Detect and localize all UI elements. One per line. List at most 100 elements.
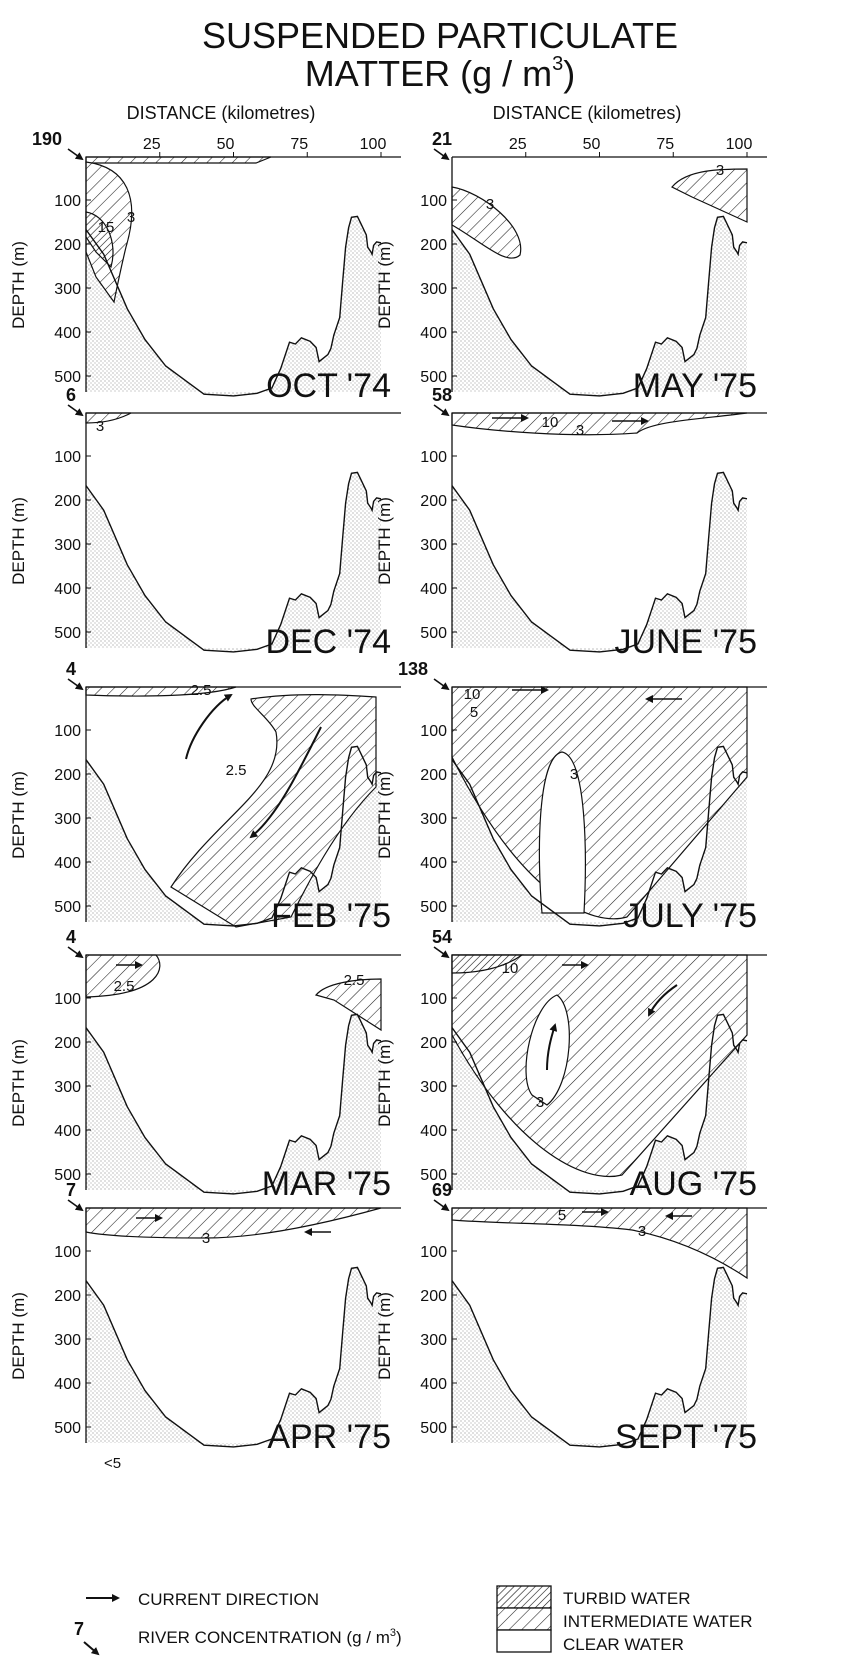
river-arrow-icon bbox=[83, 1641, 100, 1656]
month-label: AUG '75 bbox=[630, 1165, 757, 1203]
panel-oct: 3 15 190 OCT '74 100 200 300 400 500 DEPTH (m) DIS… bbox=[9, 103, 401, 405]
depth-tick: 100 bbox=[420, 449, 447, 466]
depth-axis-label: DEPTH (m) bbox=[375, 241, 394, 329]
depth-tick: 400 bbox=[54, 1376, 81, 1393]
seabed-fill bbox=[452, 216, 747, 396]
distance-axis-label: DISTANCE (kilometres) bbox=[493, 103, 682, 123]
distance-tick: 50 bbox=[583, 136, 601, 153]
depth-tick: 500 bbox=[54, 625, 81, 642]
river-concentration: 58 bbox=[432, 385, 452, 405]
depth-tick: 300 bbox=[54, 537, 81, 554]
seabed-fill bbox=[452, 746, 747, 926]
depth-tick: 200 bbox=[420, 493, 447, 510]
contour-label: 15 bbox=[98, 219, 115, 236]
depth-axis-label: DEPTH (m) bbox=[375, 771, 394, 859]
seabed-line bbox=[451, 471, 748, 653]
depth-tick: 100 bbox=[54, 723, 81, 740]
depth-tick: 200 bbox=[54, 493, 81, 510]
contour-label: 2.5 bbox=[344, 972, 365, 989]
month-label: JULY '75 bbox=[623, 897, 757, 935]
depth-tick: 500 bbox=[420, 369, 447, 386]
legend-clear: CLEAR WATER bbox=[563, 1635, 684, 1654]
depth-tick: 300 bbox=[420, 811, 447, 828]
distance-tick: 25 bbox=[143, 136, 161, 153]
contour-label: 3 bbox=[570, 766, 578, 783]
river-concentration: 54 bbox=[432, 927, 452, 947]
month-label: FEB '75 bbox=[271, 897, 391, 935]
seabed-line bbox=[451, 1266, 748, 1448]
depth-axis-label: DEPTH (m) bbox=[375, 497, 394, 585]
depth-axis-label: DEPTH (m) bbox=[375, 1039, 394, 1127]
depth-tick: 500 bbox=[54, 369, 81, 386]
month-label: MAY '75 bbox=[633, 367, 757, 405]
seabed-line bbox=[451, 745, 748, 927]
legend-intermediate-swatch bbox=[496, 1607, 552, 1631]
depth-axis-label: DEPTH (m) bbox=[9, 241, 28, 329]
contour-label: 3 bbox=[536, 1094, 544, 1111]
depth-tick: 500 bbox=[54, 899, 81, 916]
depth-tick: 200 bbox=[54, 237, 81, 254]
river-concentration: 4 bbox=[66, 659, 76, 679]
depth-tick: 500 bbox=[420, 899, 447, 916]
depth-tick: 300 bbox=[54, 1079, 81, 1096]
panel-aug: 10 3 54 AUG '75 100 200 300 400 500 DEPTH (m) bbox=[375, 927, 767, 1203]
seabed-line bbox=[85, 1013, 382, 1195]
seabed-line bbox=[85, 1266, 382, 1448]
distance-tick: 25 bbox=[509, 136, 527, 153]
depth-tick: 300 bbox=[54, 1332, 81, 1349]
figure-title-line1: SUSPENDED PARTICULATE bbox=[202, 15, 678, 56]
river-concentration: 21 bbox=[432, 129, 452, 149]
contour-label: 3 bbox=[96, 418, 104, 435]
depth-tick: 100 bbox=[420, 193, 447, 210]
legend-river-number: 7 bbox=[74, 1619, 84, 1639]
depth-tick: 100 bbox=[420, 991, 447, 1008]
month-label: SEPT '75 bbox=[615, 1418, 757, 1456]
depth-axis-label: DEPTH (m) bbox=[9, 497, 28, 585]
panel-may: 3 3 21 MAY '75 100 200 300 400 500 DEPTH (m) DISTA… bbox=[375, 103, 767, 405]
distance-axis-label: DISTANCE (kilometres) bbox=[127, 103, 316, 123]
contour-label: 2.5 bbox=[114, 978, 135, 995]
seabed-line bbox=[85, 215, 382, 397]
seabed-fill bbox=[86, 1267, 381, 1447]
seabed-line bbox=[85, 745, 382, 927]
seabed-line bbox=[451, 1013, 748, 1195]
contour-label: 2.5 bbox=[191, 682, 212, 699]
legend-river: RIVER CONCENTRATION (g / m3) bbox=[138, 1627, 402, 1647]
depth-tick: 200 bbox=[420, 1288, 447, 1305]
depth-tick: 200 bbox=[54, 1035, 81, 1052]
river-concentration: 7 bbox=[66, 1180, 76, 1200]
contour-label: 3 bbox=[202, 1230, 210, 1247]
depth-axis-label: DEPTH (m) bbox=[9, 1039, 28, 1127]
depth-tick: 100 bbox=[54, 991, 81, 1008]
depth-tick: 400 bbox=[54, 855, 81, 872]
contour-label: 10 bbox=[502, 960, 519, 977]
river-concentration: 69 bbox=[432, 1180, 452, 1200]
legend-intermediate: INTERMEDIATE WATER bbox=[563, 1612, 753, 1631]
seabed-fill bbox=[452, 472, 747, 652]
contour-label: 3 bbox=[576, 422, 584, 439]
river-concentration: 138 bbox=[398, 659, 428, 679]
depth-axis-label: DEPTH (m) bbox=[9, 771, 28, 859]
legend: CURRENT DIRECTION 7 RIVER CONCENTRATION … bbox=[74, 1585, 753, 1656]
contour-label: 2.5 bbox=[226, 762, 247, 779]
depth-tick: 200 bbox=[420, 767, 447, 784]
depth-tick: 300 bbox=[54, 811, 81, 828]
distance-tick: 50 bbox=[217, 136, 235, 153]
depth-tick: 200 bbox=[54, 1288, 81, 1305]
depth-tick: 300 bbox=[420, 281, 447, 298]
month-label: MAR '75 bbox=[262, 1165, 391, 1203]
depth-tick: 100 bbox=[420, 723, 447, 740]
contour-label: 5 bbox=[470, 704, 478, 721]
month-label: APR '75 bbox=[267, 1418, 391, 1456]
contour-label: 5 bbox=[558, 1207, 566, 1224]
distance-tick: 100 bbox=[360, 136, 387, 153]
river-concentration: 190 bbox=[32, 129, 62, 149]
contour-label: 10 bbox=[464, 686, 481, 703]
depth-tick: 100 bbox=[54, 449, 81, 466]
contour-label: 10 bbox=[542, 414, 559, 431]
depth-tick: 400 bbox=[420, 1123, 447, 1140]
depth-tick: 400 bbox=[420, 1376, 447, 1393]
panel-feb: 2.5 2.5 4 FEB '75 100 200 300 400 500 DEPTH (m) bbox=[9, 659, 401, 935]
depth-tick: 400 bbox=[420, 581, 447, 598]
